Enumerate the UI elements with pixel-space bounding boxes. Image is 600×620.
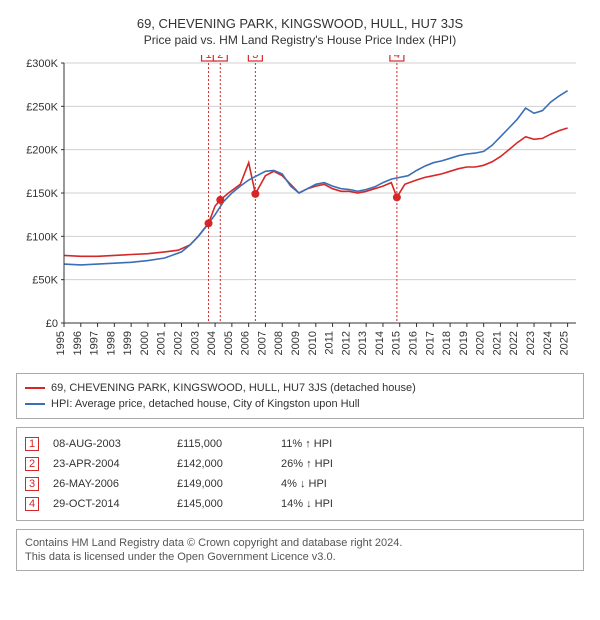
svg-text:2: 2 — [217, 55, 223, 61]
title-block: 69, CHEVENING PARK, KINGSWOOD, HULL, HU7… — [16, 16, 584, 47]
svg-text:2002: 2002 — [173, 331, 185, 355]
svg-text:£100K: £100K — [26, 231, 58, 243]
svg-text:1998: 1998 — [105, 331, 117, 355]
svg-text:1996: 1996 — [72, 331, 84, 355]
svg-text:1999: 1999 — [122, 331, 134, 355]
transaction-marker: 2 — [25, 457, 39, 471]
legend-item: 69, CHEVENING PARK, KINGSWOOD, HULL, HU7… — [25, 380, 575, 396]
svg-text:£200K: £200K — [26, 145, 58, 157]
svg-text:2016: 2016 — [408, 331, 420, 355]
transaction-price: £145,000 — [177, 494, 267, 514]
footer-line2: This data is licensed under the Open Gov… — [25, 550, 575, 564]
transaction-row: 3 26-MAY-2006 £149,000 4% ↓ HPI — [25, 474, 575, 494]
transaction-price: £142,000 — [177, 454, 267, 474]
transactions-table: 1 08-AUG-2003 £115,000 11% ↑ HPI 2 23-APR-200… — [16, 427, 584, 521]
transaction-hpi: 4% ↓ HPI — [281, 474, 327, 494]
svg-text:2017: 2017 — [424, 331, 436, 355]
transaction-date: 23-APR-2004 — [53, 454, 163, 474]
svg-text:2021: 2021 — [491, 331, 503, 355]
svg-text:4: 4 — [394, 55, 400, 61]
price-chart: £0 £50K £100K £150K £200K £250K £300K 12 3 4 1995 1… — [16, 55, 584, 365]
transaction-date: 08-AUG-2003 — [53, 434, 163, 454]
svg-text:£250K: £250K — [26, 101, 58, 113]
svg-text:2013: 2013 — [357, 331, 369, 355]
footer: Contains HM Land Registry data © Crown c… — [16, 529, 584, 571]
transaction-hpi: 11% ↑ HPI — [281, 434, 332, 454]
svg-text:2018: 2018 — [441, 331, 453, 355]
svg-text:2001: 2001 — [156, 331, 168, 355]
title-line1: 69, CHEVENING PARK, KINGSWOOD, HULL, HU7… — [16, 16, 584, 31]
svg-text:2003: 2003 — [189, 331, 201, 355]
transaction-row: 4 29-OCT-2014 £145,000 14% ↓ HPI — [25, 494, 575, 514]
svg-text:2024: 2024 — [542, 331, 554, 355]
svg-text:2025: 2025 — [559, 331, 571, 355]
svg-text:2014: 2014 — [374, 331, 386, 355]
svg-text:£150K: £150K — [26, 188, 58, 200]
legend-label: HPI: Average price, detached house, City… — [51, 396, 360, 412]
transaction-row: 1 08-AUG-2003 £115,000 11% ↑ HPI — [25, 434, 575, 454]
svg-text:2010: 2010 — [307, 331, 319, 355]
svg-text:3: 3 — [252, 55, 258, 61]
svg-text:2023: 2023 — [525, 331, 537, 355]
transaction-price: £149,000 — [177, 474, 267, 494]
svg-text:£50K: £50K — [32, 275, 58, 287]
transaction-marker: 1 — [25, 437, 39, 451]
transaction-date: 29-OCT-2014 — [53, 494, 163, 514]
footer-line1: Contains HM Land Registry data © Crown c… — [25, 536, 575, 550]
svg-text:1995: 1995 — [55, 331, 67, 355]
transaction-marker: 3 — [25, 477, 39, 491]
svg-text:2015: 2015 — [391, 331, 403, 355]
svg-text:2004: 2004 — [206, 331, 218, 355]
svg-text:2020: 2020 — [475, 331, 487, 355]
svg-text:£300K: £300K — [26, 58, 58, 70]
transaction-marker: 4 — [25, 497, 39, 511]
transaction-price: £115,000 — [177, 434, 267, 454]
legend-swatch — [25, 403, 45, 405]
svg-text:2000: 2000 — [139, 331, 151, 355]
svg-text:2009: 2009 — [290, 331, 302, 355]
legend: 69, CHEVENING PARK, KINGSWOOD, HULL, HU7… — [16, 373, 584, 419]
svg-text:2007: 2007 — [256, 331, 268, 355]
legend-label: 69, CHEVENING PARK, KINGSWOOD, HULL, HU7… — [51, 380, 416, 396]
svg-text:2012: 2012 — [340, 331, 352, 355]
svg-text:1: 1 — [205, 55, 211, 61]
svg-text:£0: £0 — [46, 318, 58, 330]
svg-text:2006: 2006 — [240, 331, 252, 355]
svg-text:2008: 2008 — [273, 331, 285, 355]
title-line2: Price paid vs. HM Land Registry's House … — [16, 33, 584, 47]
transaction-row: 2 23-APR-2004 £142,000 26% ↑ HPI — [25, 454, 575, 474]
transaction-hpi: 26% ↑ HPI — [281, 454, 333, 474]
transaction-hpi: 14% ↓ HPI — [281, 494, 333, 514]
svg-text:2005: 2005 — [223, 331, 235, 355]
svg-text:2011: 2011 — [324, 331, 336, 355]
svg-text:2019: 2019 — [458, 331, 470, 355]
transaction-date: 26-MAY-2006 — [53, 474, 163, 494]
svg-text:1997: 1997 — [89, 331, 101, 355]
legend-item: HPI: Average price, detached house, City… — [25, 396, 575, 412]
legend-swatch — [25, 387, 45, 389]
svg-text:2022: 2022 — [508, 331, 520, 355]
